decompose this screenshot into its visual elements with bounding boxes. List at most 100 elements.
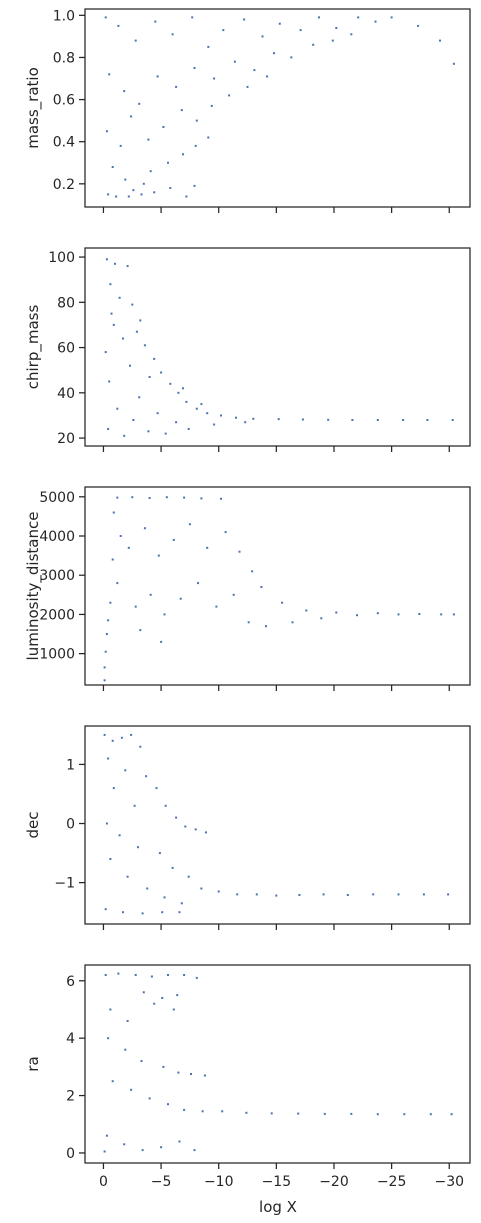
data-point bbox=[270, 1112, 273, 1115]
y-tick-label: 0 bbox=[66, 817, 75, 833]
y-tick-label: 100 bbox=[48, 250, 75, 266]
panel-luminosity_distance: 1000 2000 3000 4000 5000 luminosity_distance bbox=[24, 486, 471, 691]
data-point bbox=[111, 1080, 114, 1083]
points-ra bbox=[103, 972, 453, 1153]
axes-frame bbox=[84, 964, 471, 1164]
points-chirp_mass bbox=[104, 258, 454, 437]
data-point bbox=[191, 16, 194, 19]
data-point bbox=[134, 605, 137, 608]
data-point bbox=[131, 303, 134, 306]
data-point bbox=[322, 893, 325, 896]
data-point bbox=[253, 69, 256, 72]
data-point bbox=[156, 412, 159, 415]
panel-mass_ratio: 0.2 0.4 0.6 0.8 1.0 mass_ratio bbox=[24, 8, 471, 213]
data-point bbox=[149, 593, 152, 596]
data-point bbox=[104, 650, 107, 653]
y-tick-label: 1 bbox=[66, 757, 75, 773]
data-point bbox=[103, 666, 106, 669]
data-point bbox=[129, 364, 131, 367]
x-tick-label: −25 bbox=[377, 1174, 407, 1190]
data-point bbox=[130, 115, 133, 118]
data-point bbox=[195, 407, 198, 410]
data-point bbox=[111, 166, 114, 168]
data-point bbox=[217, 890, 220, 893]
data-point bbox=[193, 67, 196, 69]
data-point bbox=[207, 45, 210, 48]
data-point bbox=[184, 825, 187, 828]
data-point bbox=[224, 531, 227, 534]
data-point bbox=[452, 613, 455, 616]
data-point bbox=[200, 887, 203, 890]
data-point bbox=[298, 894, 301, 896]
data-point bbox=[193, 184, 196, 187]
data-point bbox=[374, 20, 377, 23]
data-point bbox=[133, 804, 136, 807]
data-point bbox=[157, 554, 160, 557]
data-point bbox=[376, 1113, 379, 1116]
data-point bbox=[167, 1103, 169, 1106]
data-point bbox=[197, 582, 199, 585]
data-point bbox=[290, 56, 293, 59]
data-point bbox=[221, 1110, 224, 1113]
y-tick-label: 1000 bbox=[39, 647, 75, 663]
data-point bbox=[116, 496, 119, 499]
data-point bbox=[103, 679, 106, 682]
axes-frame bbox=[84, 486, 471, 686]
x-tick-label: −10 bbox=[204, 1174, 234, 1190]
data-point bbox=[111, 558, 114, 561]
data-point bbox=[299, 29, 302, 32]
data-point bbox=[266, 75, 269, 78]
data-point bbox=[356, 614, 358, 617]
data-point bbox=[160, 640, 163, 643]
data-point bbox=[126, 1020, 129, 1022]
data-point bbox=[215, 605, 218, 608]
data-point bbox=[350, 1112, 353, 1115]
data-point bbox=[104, 974, 107, 976]
data-point bbox=[115, 195, 118, 198]
data-point bbox=[193, 1149, 196, 1152]
data-point bbox=[180, 109, 183, 112]
data-point bbox=[135, 330, 138, 333]
data-point bbox=[273, 52, 275, 55]
data-point bbox=[158, 852, 161, 855]
axes-frame bbox=[84, 8, 471, 208]
data-point bbox=[107, 193, 110, 196]
axes-frame bbox=[84, 247, 471, 447]
data-point bbox=[143, 527, 146, 530]
data-point bbox=[228, 94, 231, 97]
data-point bbox=[112, 511, 115, 514]
data-point bbox=[187, 428, 190, 430]
data-point bbox=[153, 357, 156, 360]
data-point bbox=[233, 60, 236, 63]
data-point bbox=[160, 1146, 163, 1149]
x-tick-label: 0 bbox=[99, 1174, 108, 1190]
data-point bbox=[148, 1097, 151, 1100]
data-point bbox=[118, 296, 121, 299]
data-point bbox=[291, 621, 294, 624]
data-point bbox=[195, 119, 198, 122]
data-point bbox=[236, 893, 239, 896]
data-point bbox=[194, 828, 197, 831]
x-tick-label: −15 bbox=[262, 1174, 292, 1190]
data-point bbox=[331, 39, 334, 42]
data-point bbox=[185, 195, 188, 198]
panels: 0.20.40.60.81.0mass_ratio20406080100chir… bbox=[24, 8, 471, 1190]
data-point bbox=[207, 136, 210, 139]
x-tick-label: −5 bbox=[151, 1174, 172, 1190]
data-point bbox=[357, 16, 360, 19]
data-point bbox=[220, 414, 222, 417]
data-point bbox=[203, 1074, 206, 1077]
data-point bbox=[109, 858, 112, 860]
data-point bbox=[104, 351, 107, 354]
data-point bbox=[213, 77, 216, 80]
data-point bbox=[110, 312, 113, 315]
y-tick-label: −1 bbox=[54, 876, 75, 892]
data-point bbox=[206, 546, 209, 549]
data-point bbox=[108, 73, 111, 76]
data-point bbox=[397, 893, 400, 896]
data-point bbox=[376, 612, 379, 615]
data-point bbox=[440, 613, 443, 616]
data-point bbox=[155, 787, 158, 790]
data-point bbox=[205, 831, 207, 834]
data-point bbox=[318, 16, 320, 19]
